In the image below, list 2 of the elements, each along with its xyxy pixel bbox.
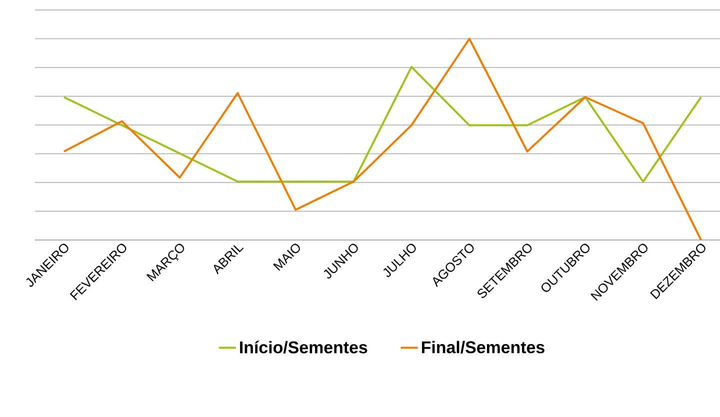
legend-label: Final/Sementes [422,340,544,354]
legend-label: Início/Sementes [240,340,368,354]
